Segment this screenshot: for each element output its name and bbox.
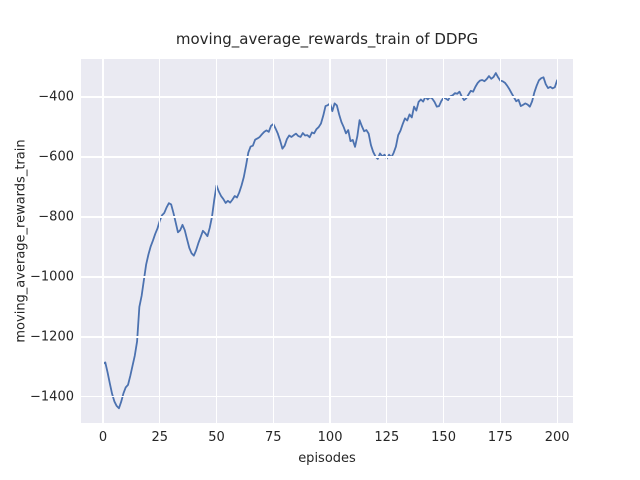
y-tick-label: −1400 (30, 389, 74, 405)
x-tick-label: 100 (317, 430, 343, 445)
gridline (81, 156, 573, 158)
x-tick-label: 200 (544, 430, 570, 445)
chart-title: moving_average_rewards_train of DDPG (175, 30, 479, 48)
x-tick-label: 50 (208, 430, 225, 445)
gridline (81, 396, 573, 398)
y-tick-label: −800 (38, 209, 74, 225)
gridline (102, 59, 104, 423)
gridline (556, 59, 558, 423)
y-tick-label: −400 (38, 89, 74, 105)
x-tick-label: 150 (431, 430, 456, 445)
gridline (272, 59, 274, 423)
gridline (159, 59, 161, 423)
y-tick-label: −1200 (30, 329, 74, 345)
gridline (81, 336, 573, 338)
y-tick-label: −1000 (30, 269, 74, 285)
y-axis-label: moving_average_rewards_train (13, 139, 29, 343)
gridline (499, 59, 501, 423)
x-tick-label: 25 (151, 430, 169, 445)
gridline (81, 96, 573, 98)
plot-area (81, 59, 573, 423)
x-axis-label: episodes (298, 451, 356, 466)
x-tick-label: 75 (265, 430, 282, 445)
gridline (329, 59, 331, 423)
gridline (81, 216, 573, 218)
gridline (215, 59, 218, 423)
gridline (81, 276, 573, 278)
x-tick-label: 0 (98, 430, 108, 445)
y-tick-label: −600 (38, 149, 74, 165)
x-tick-label: 125 (374, 430, 400, 445)
gridline (386, 59, 388, 423)
gridline (442, 59, 445, 423)
x-tick-label: 175 (487, 430, 513, 445)
